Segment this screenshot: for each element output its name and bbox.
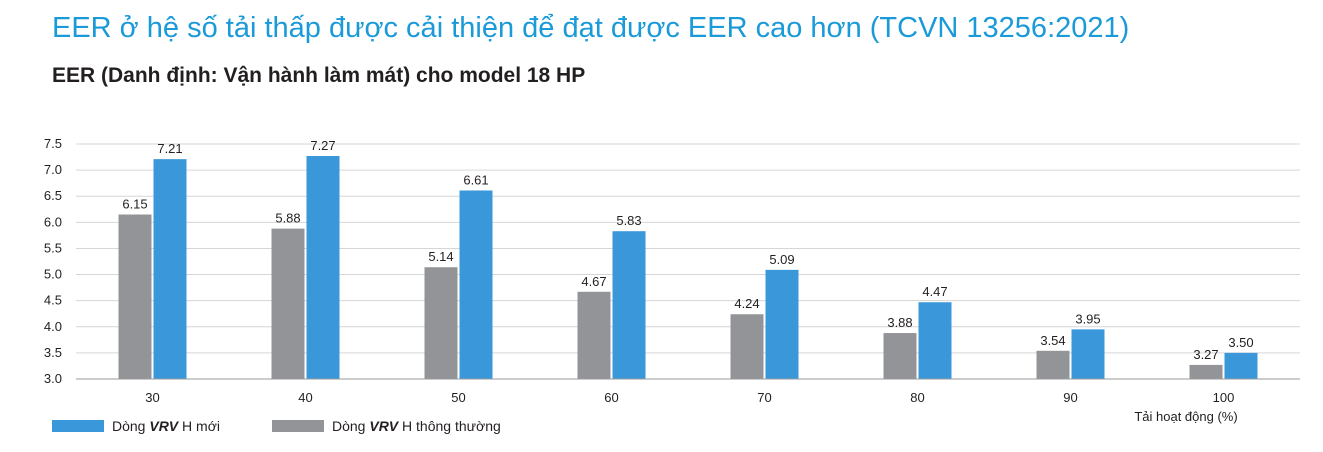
- bar-new: [1224, 352, 1258, 379]
- x-tick-label: 100: [1213, 390, 1235, 405]
- bar-conventional: [1036, 350, 1070, 379]
- data-label: 4.67: [581, 274, 606, 289]
- data-label: 5.83: [616, 213, 641, 228]
- x-tick-label: 40: [298, 390, 312, 405]
- bar-new: [153, 159, 187, 379]
- x-tick-label: 50: [451, 390, 465, 405]
- data-label: 4.47: [922, 284, 947, 299]
- page-title: EER ở hệ số tải thấp được cải thiện để đ…: [52, 12, 1130, 44]
- bar-new: [459, 190, 493, 379]
- legend-label-old: Dòng VRV H thông thường: [332, 418, 501, 434]
- y-tick-label: 3.0: [44, 371, 62, 386]
- bar-conventional: [730, 314, 764, 379]
- data-label: 7.27: [310, 138, 335, 153]
- bar-conventional: [424, 267, 458, 379]
- data-label: 5.88: [275, 211, 300, 226]
- x-tick-label: 30: [145, 390, 159, 405]
- legend-swatch-new: [52, 420, 104, 432]
- legend-item-old: Dòng VRV H thông thường: [272, 418, 501, 434]
- bar-conventional: [118, 214, 152, 379]
- x-tick-label: 90: [1063, 390, 1077, 405]
- y-tick-label: 5.0: [44, 267, 62, 282]
- bar-conventional: [577, 291, 611, 379]
- y-tick-label: 4.0: [44, 319, 62, 334]
- data-label: 3.54: [1040, 333, 1065, 348]
- data-label: 3.50: [1228, 335, 1253, 350]
- bar-conventional: [883, 333, 917, 379]
- bar-new: [765, 269, 799, 379]
- data-label: 6.61: [463, 172, 488, 187]
- x-tick-label: 60: [604, 390, 618, 405]
- bar-new: [306, 156, 340, 379]
- data-label: 6.15: [122, 197, 147, 212]
- y-tick-label: 7.0: [44, 162, 62, 177]
- y-tick-label: 7.5: [44, 136, 62, 151]
- bar-conventional: [271, 228, 305, 379]
- data-label: 3.27: [1193, 347, 1218, 362]
- y-tick-label: 6.0: [44, 214, 62, 229]
- legend-item-new: Dòng VRV H mới: [52, 418, 220, 434]
- legend-swatch-old: [272, 420, 324, 432]
- bars: [118, 156, 1258, 379]
- data-label: 5.14: [428, 249, 453, 264]
- data-label: 3.95: [1075, 311, 1100, 326]
- y-tick-label: 4.5: [44, 293, 62, 308]
- bar-new: [1071, 329, 1105, 379]
- y-axis: 3.0 3.5 4.0 4.5 5.0 5.5 6.0 6.5 7.0 7.5: [44, 136, 62, 386]
- bar-new: [612, 231, 646, 379]
- grid-lines: [76, 143, 1300, 354]
- x-axis-title: Tải hoạt động (%): [1134, 409, 1237, 424]
- legend-label-new: Dòng VRV H mới: [112, 418, 220, 434]
- y-tick-label: 5.5: [44, 240, 62, 255]
- chart-subtitle: EER (Danh định: Vận hành làm mát) cho mo…: [52, 64, 586, 87]
- x-tick-label: 70: [757, 390, 771, 405]
- data-label: 4.24: [734, 296, 759, 311]
- x-axis: 30 40 50 60 70 80 90 100: [76, 378, 1300, 405]
- data-label: 3.88: [887, 315, 912, 330]
- bar-conventional: [1189, 364, 1223, 379]
- data-label: 5.09: [769, 252, 794, 267]
- data-labels: 6.15 7.21 5.88 7.27 5.14 6.61 4.67 5.83 4.24 5.09…: [122, 138, 1253, 362]
- data-label: 7.21: [157, 141, 182, 156]
- y-tick-label: 3.5: [44, 345, 62, 360]
- x-tick-label: 80: [910, 390, 924, 405]
- y-tick-label: 6.5: [44, 188, 62, 203]
- bar-new: [918, 302, 952, 379]
